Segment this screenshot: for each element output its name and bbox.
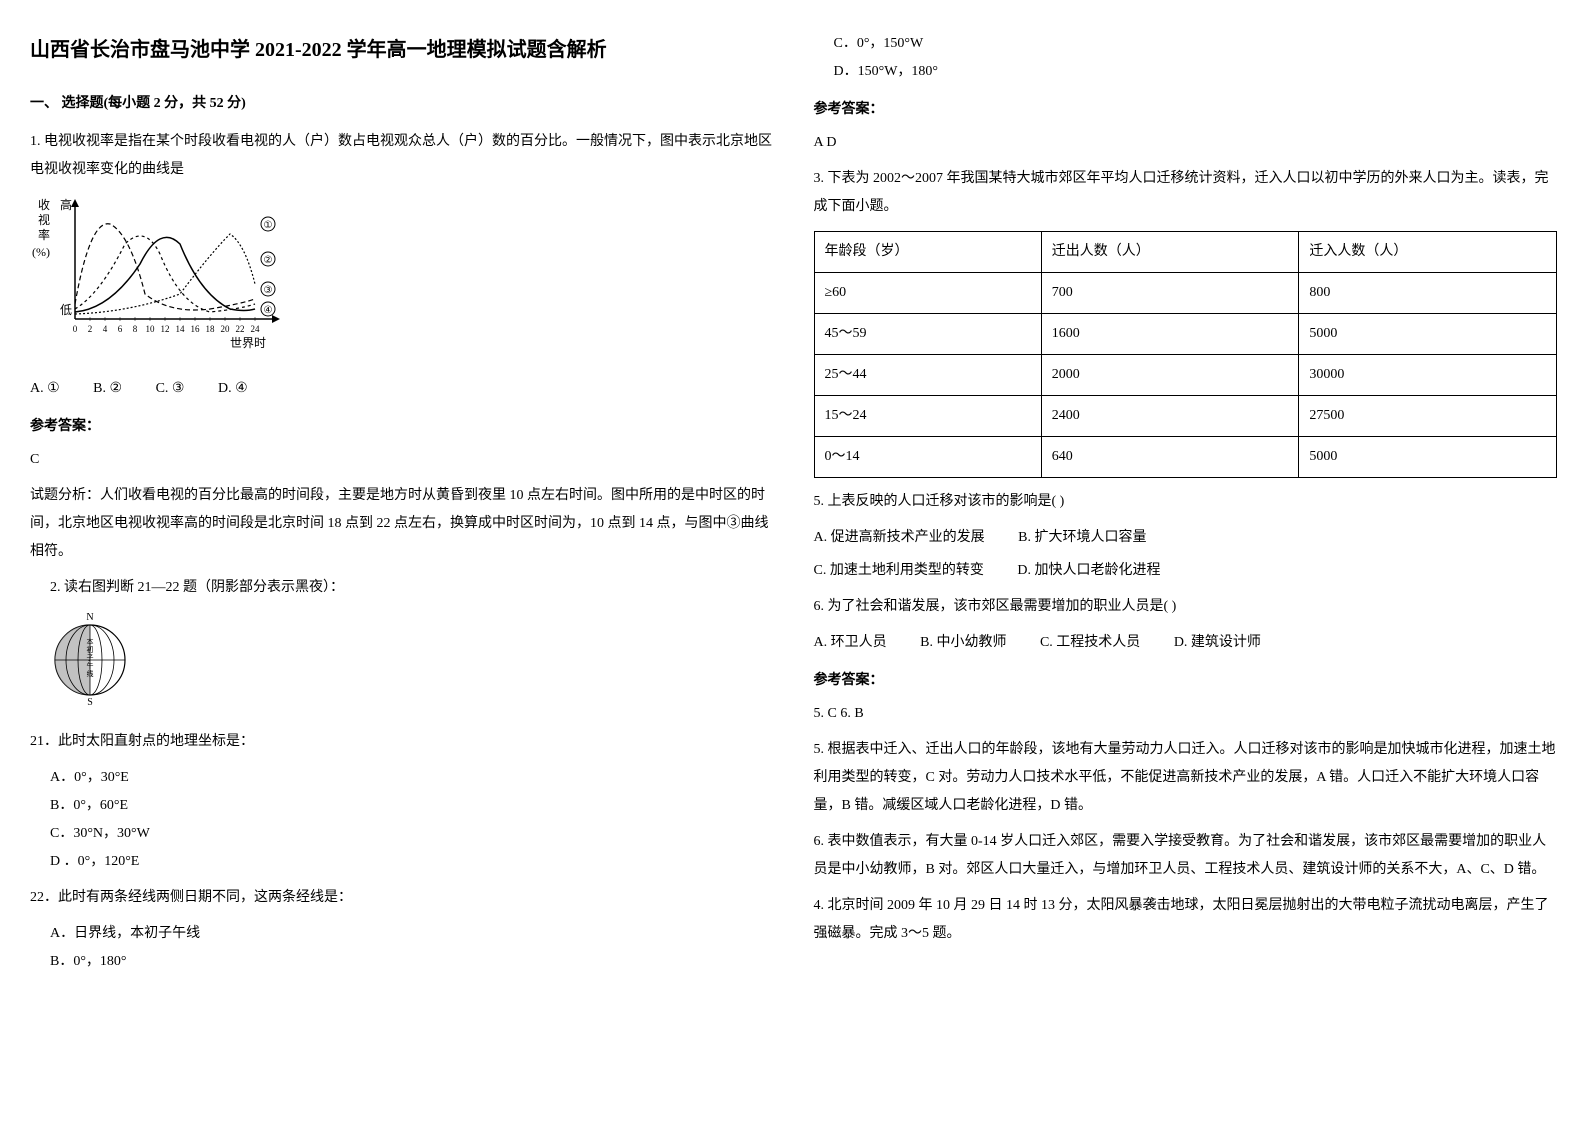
q3-sub6-c: C. 工程技术人员 [1040,629,1140,657]
q3-sub5-row1: A. 促进高新技术产业的发展 B. 扩大环境人口容量 [814,524,1558,552]
q3-sub6-text: 6. 为了社会和谐发展，该市郊区最需要增加的职业人员是( ) [814,593,1558,621]
q21-text: 21．此时太阳直射点的地理坐标是： [30,728,774,756]
section-title: 一、 选择题(每小题 2 分，共 52 分) [30,90,774,118]
svg-text:S: S [87,697,93,707]
svg-text:②: ② [264,255,273,266]
q3-sub5-row2: C. 加速土地利用类型的转变 D. 加快人口老龄化进程 [814,557,1558,585]
chart-low: 低 [60,303,72,317]
table-row: 0～14 640 5000 [814,437,1557,478]
q3-answer-label: 参考答案： [814,667,1558,695]
q3-sub6-d: D. 建筑设计师 [1174,629,1261,657]
table-row: 15～24 2400 27500 [814,396,1557,437]
table-row: ≥60 700 800 [814,273,1557,314]
table-col-1: 迁出人数（人） [1041,232,1299,273]
q3-sub5-text: 5. 上表反映的人口迁移对该市的影响是( ) [814,488,1558,516]
q21-opt-b: B．0°，60°E [50,792,774,820]
q1-answer-label: 参考答案： [30,413,774,441]
table-col-2: 迁入人数（人） [1299,232,1557,273]
table-row: 25～44 2000 30000 [814,355,1557,396]
q1-analysis: 试题分析：人们收看电视的百分比最高的时间段，主要是地方时从黄昏到夜里 10 点左… [30,482,774,566]
svg-text:24: 24 [251,324,261,334]
q3-text: 3. 下表为 2002～2007 年我国某特大城市郊区年平均人口迁移统计资料，迁… [814,165,1558,221]
q3-answer-line: 5. C 6. B [814,700,1558,728]
svg-text:子: 子 [87,654,94,662]
svg-text:本: 本 [87,637,94,646]
table-row: 45～59 1600 5000 [814,314,1557,355]
svg-text:2: 2 [88,324,93,334]
q3-sub6-a: A. 环卫人员 [814,629,887,657]
svg-text:16: 16 [191,324,201,334]
left-column: 山西省长治市盘马池中学 2021-2022 学年高一地理模拟试题含解析 一、 选… [30,30,774,976]
svg-text:18: 18 [206,324,216,334]
q3-sub5-b: B. 扩大环境人口容量 [1018,524,1146,552]
chart-xlabel: 世界时 [230,336,266,350]
q3-sub5-c: C. 加速土地利用类型的转变 [814,557,984,585]
svg-text:20: 20 [221,324,231,334]
q3-sub6-b: B. 中小幼教师 [920,629,1006,657]
q21-opt-a: A．0°，30°E [50,764,774,792]
q1-answer: C [30,446,774,474]
right-column: C．0°，150°W D．150°W，180° 参考答案： A D 3. 下表为… [814,30,1558,976]
svg-text:N: N [86,612,93,623]
q3-sub5-a: A. 促进高新技术产业的发展 [814,524,985,552]
q2-text: 2. 读右图判断 21—22 题（阴影部分表示黑夜）： [50,574,774,602]
q3-analysis6: 6. 表中数值表示，有大量 0-14 岁人口迁入郊区，需要入学接受教育。为了社会… [814,828,1558,884]
svg-text:14: 14 [176,324,186,334]
q1-opt-d: D. ④ [218,375,248,403]
svg-text:4: 4 [103,324,108,334]
table-col-0: 年龄段（岁） [814,232,1041,273]
q21-opt-c: C．30°N，30°W [50,820,774,848]
svg-text:0: 0 [73,324,78,334]
q22-opt-b: B．0°，180° [50,948,774,976]
q3-analysis5: 5. 根据表中迁入、迁出人口的年龄段，该地有大量劳动力人口迁入。人口迁移对该市的… [814,736,1558,820]
q3-sub6-opts: A. 环卫人员 B. 中小幼教师 C. 工程技术人员 D. 建筑设计师 [814,629,1558,657]
q22-opt-a: A．日界线，本初子午线 [50,920,774,948]
svg-text:③: ③ [264,285,273,296]
q2-answer-label: 参考答案： [814,96,1558,124]
svg-text:8: 8 [133,324,138,334]
svg-text:①: ① [264,220,273,231]
svg-text:午: 午 [87,661,94,670]
q1-options: A. ① B. ② C. ③ D. ④ [30,375,774,403]
svg-text:线: 线 [87,669,94,678]
page-title: 山西省长治市盘马池中学 2021-2022 学年高一地理模拟试题含解析 [30,30,774,70]
q1-opt-c: C. ③ [156,375,185,403]
q22-opt-c: C．0°，150°W [834,30,1558,58]
q4-text: 4. 北京时间 2009 年 10 月 29 日 14 时 13 分，太阳风暴袭… [814,892,1558,948]
svg-text:6: 6 [118,324,123,334]
q2-answer: A D [814,129,1558,157]
chart-high: 高 [60,197,72,212]
table-header-row: 年龄段（岁） 迁出人数（人） 迁入人数（人） [814,232,1557,273]
svg-text:12: 12 [161,324,170,334]
q22-text: 22．此时有两条经线两侧日期不同，这两条经线是： [30,884,774,912]
q1-opt-b: B. ② [93,375,122,403]
q21-opt-d: D ．0°，120°E [50,848,774,876]
chart-ylabel-1: 收 [38,198,50,212]
q1-text: 1. 电视收视率是指在某个时段收看电视的人（户）数占电视观众总人（户）数的百分比… [30,128,774,184]
q3-table: 年龄段（岁） 迁出人数（人） 迁入人数（人） ≥60 700 800 45～59… [814,231,1558,478]
svg-text:10: 10 [146,324,156,334]
q1-opt-a: A. ① [30,375,60,403]
svg-text:22: 22 [236,324,245,334]
chart-ylabel-3: 率 [38,227,50,242]
svg-text:④: ④ [264,305,273,316]
chart-ylabel-4: (%) [32,245,50,259]
chart-ylabel-2: 视 [38,212,50,227]
q2-diagram: N 本 初 子 午 线 S [50,612,774,718]
q1-chart: 收 视 率 (%) 高 低 0 2 4 6 8 10 12 14 16 18 2… [30,194,774,365]
q22-opt-d: D．150°W，180° [834,58,1558,86]
q3-sub5-d: D. 加快人口老龄化进程 [1017,557,1160,585]
svg-text:初: 初 [87,645,94,654]
